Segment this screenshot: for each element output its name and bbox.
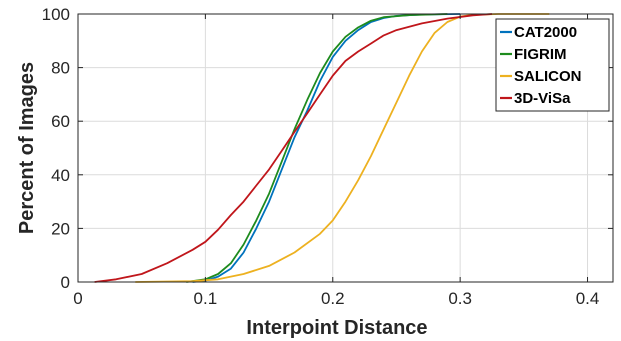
- series-line-salicon: [135, 13, 550, 283]
- plot-series: [94, 13, 550, 283]
- series-line-figrim: [186, 13, 448, 283]
- y-tick-label: 60: [51, 112, 70, 131]
- y-tick-label: 20: [51, 219, 70, 238]
- x-tick-label: 0.4: [576, 289, 600, 308]
- legend-label: CAT2000: [514, 24, 577, 41]
- axes-frame: [77, 13, 614, 283]
- y-tick-label: 40: [51, 166, 70, 185]
- x-tick-label: 0.2: [321, 289, 345, 308]
- x-tick-label: 0: [73, 289, 82, 308]
- x-tick-label: 0.3: [448, 289, 472, 308]
- legend-label: 3D-ViSa: [514, 90, 571, 107]
- x-tick-label: 0.1: [194, 289, 218, 308]
- x-tick-labels: 0 0.1 0.2 0.3 0.4: [73, 289, 599, 308]
- legend-box: [495, 18, 610, 112]
- legend-label: FIGRIM: [514, 46, 567, 63]
- y-tick-label: 100: [42, 5, 70, 24]
- legend-label: SALICON: [514, 68, 582, 85]
- y-tick-labels: 0 20 40 60 80 100: [42, 5, 70, 292]
- x-axis-title: Interpoint Distance: [246, 317, 427, 339]
- y-tick-label: 80: [51, 59, 70, 78]
- legend: CAT2000 FIGRIM SALICON 3D-ViSa: [495, 18, 610, 112]
- axes-box: [77, 13, 614, 283]
- y-axis-title: Percent of Images: [16, 62, 38, 234]
- y-tick-label: 0: [61, 273, 70, 292]
- series-line-3d-visa: [94, 13, 493, 283]
